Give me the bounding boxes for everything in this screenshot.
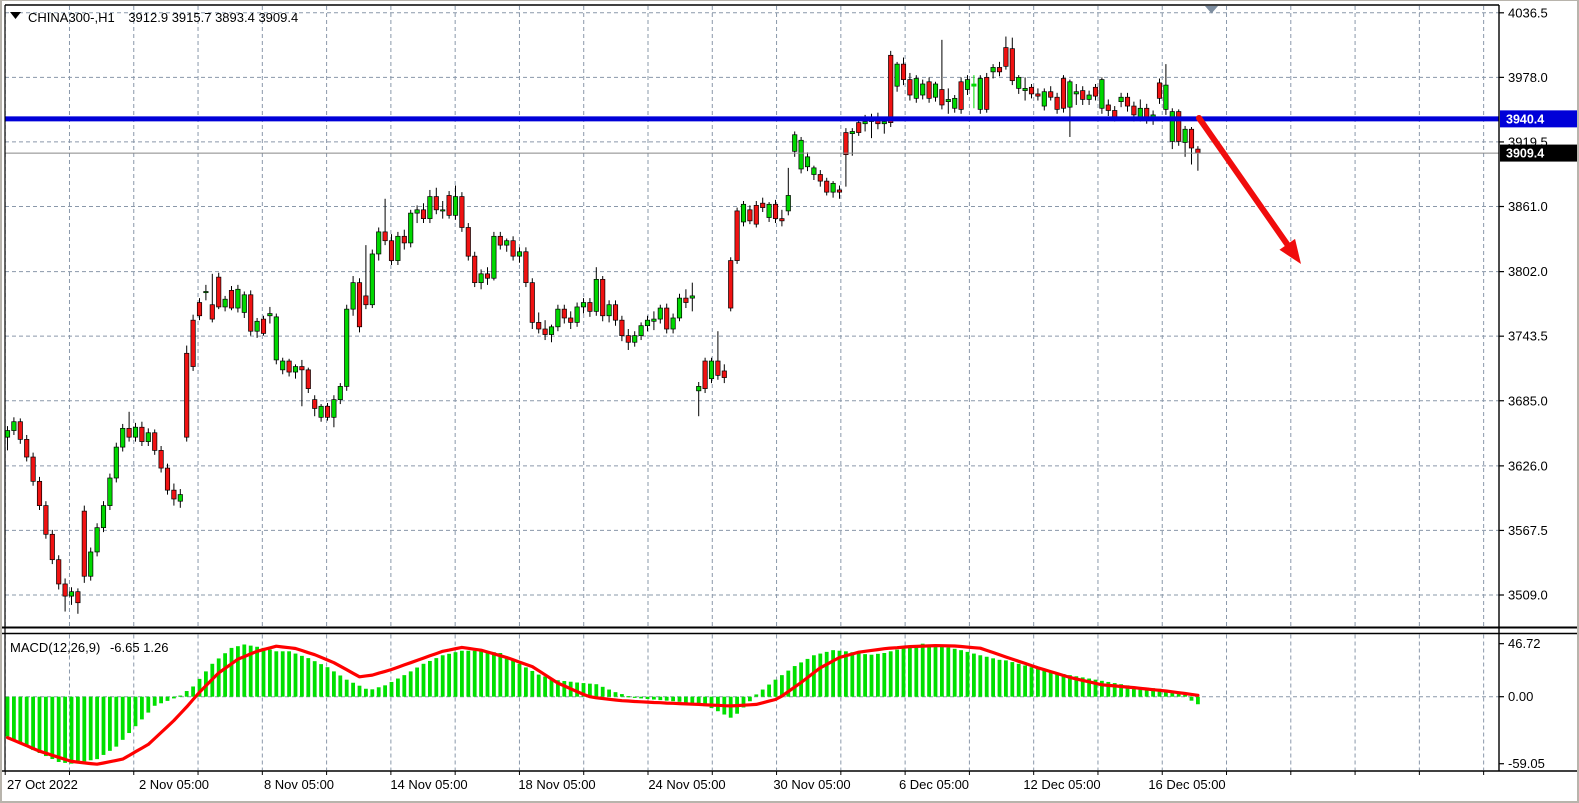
svg-text:3978.0: 3978.0 xyxy=(1508,70,1548,85)
current-price-value: 3909.4 xyxy=(1506,147,1544,161)
macd-values: -6.65 1.26 xyxy=(110,640,169,655)
symbol-title: CHINA300-,H1 3912.9 3915.7 3893.4 3909.4 xyxy=(10,10,298,25)
quote-ohlc-label: 3912.9 3915.7 3893.4 3909.4 xyxy=(128,10,298,25)
time-axis-label: 16 Dec 05:00 xyxy=(1148,777,1225,792)
macd-name: MACD(12,26,9) xyxy=(10,640,100,655)
svg-text:3567.5: 3567.5 xyxy=(1508,523,1548,538)
sell-arrow-annotation[interactable] xyxy=(1196,115,1301,264)
svg-text:3626.0: 3626.0 xyxy=(1508,458,1548,473)
svg-text:0.00: 0.00 xyxy=(1508,689,1533,704)
price-axis-ticks: 4036.53978.03919.53861.03802.03743.53685… xyxy=(1499,5,1548,603)
time-axis-label: 8 Nov 05:00 xyxy=(264,777,334,792)
svg-text:-59.05: -59.05 xyxy=(1508,756,1545,771)
chart-shift-marker-icon xyxy=(1205,6,1218,14)
symbol-label: CHINA300-,H1 xyxy=(28,10,115,25)
resistance-price-value: 3940.4 xyxy=(1506,112,1544,126)
svg-text:46.72: 46.72 xyxy=(1508,636,1541,651)
resistance-line[interactable] xyxy=(5,116,1499,122)
macd-histogram xyxy=(5,643,1200,764)
svg-text:4036.5: 4036.5 xyxy=(1508,5,1548,20)
down-triangle-icon xyxy=(10,12,21,19)
chart-plot-area[interactable] xyxy=(5,5,1499,628)
time-axis-label: 18 Nov 05:00 xyxy=(518,777,595,792)
time-axis-label: 6 Dec 05:00 xyxy=(899,777,969,792)
macd-grid xyxy=(4,634,1499,770)
svg-text:3509.0: 3509.0 xyxy=(1508,588,1548,603)
svg-text:3743.5: 3743.5 xyxy=(1508,329,1548,344)
svg-text:CHINA300-,H1 3912.9 3915: CHINA300-,H1 3912.9 3915.7 3893.4 3909.4 xyxy=(28,10,298,25)
resistance-price-badge: 3940.4 xyxy=(1500,110,1577,128)
time-axis-label: 24 Nov 05:00 xyxy=(648,777,725,792)
svg-text:3861.0: 3861.0 xyxy=(1508,199,1548,214)
time-axis-label: 30 Nov 05:00 xyxy=(773,777,850,792)
time-axis-label: 14 Nov 05:00 xyxy=(390,777,467,792)
time-axis-label: 12 Dec 05:00 xyxy=(1023,777,1100,792)
macd-indicator-label: MACD(12,26,9) -6.65 1.26 xyxy=(10,640,168,655)
arrow-shaft xyxy=(1196,115,1293,251)
macd-plot-area[interactable] xyxy=(5,633,1499,771)
time-axis-label: 2 Nov 05:00 xyxy=(139,777,209,792)
time-axis-label: 27 Oct 2022 xyxy=(7,777,78,792)
macd-axis[interactable]: 46.72 0.00 -59.05 xyxy=(1499,636,1545,771)
candlestick-series xyxy=(4,36,1201,614)
time-axis[interactable]: 27 Oct 2022 2 Nov 05:00 8 Nov 05:00 14 Nov … xyxy=(4,771,1485,792)
svg-text:3685.0: 3685.0 xyxy=(1508,393,1548,408)
panel-frames xyxy=(2,4,1577,772)
price-axis[interactable]: 4036.53978.03919.53861.03802.03743.53685… xyxy=(1499,5,1577,603)
current-price-badge: 3909.4 xyxy=(1500,144,1577,162)
arrow-head-icon xyxy=(1279,238,1301,264)
svg-text:3802.0: 3802.0 xyxy=(1508,264,1548,279)
macd-signal-line xyxy=(5,644,1200,766)
main-grid xyxy=(4,6,1499,627)
